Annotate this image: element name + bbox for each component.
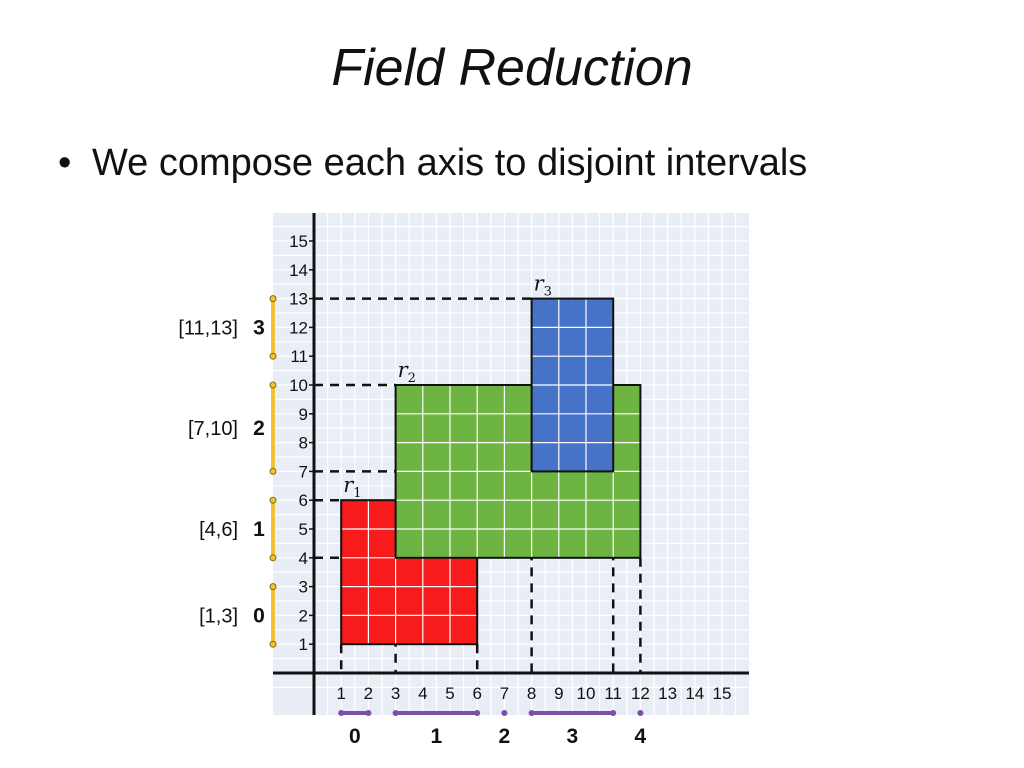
x-interval-index: 0: [349, 725, 361, 748]
x-tick-label: 4: [418, 684, 427, 703]
y-interval-endpoint: [269, 467, 277, 475]
y-tick-label: 7: [299, 462, 308, 481]
y-interval-index: 3: [253, 316, 265, 339]
axes: [273, 213, 749, 715]
x-interval-endpoint: [365, 710, 372, 716]
rect-label-subscript: 3: [544, 285, 552, 300]
x-tick-label: 10: [577, 684, 596, 703]
x-tick-label: 14: [685, 684, 704, 703]
y-interval-label: [4,6]: [199, 519, 238, 541]
x-tick-label: 6: [472, 684, 481, 703]
x-tick-label: 8: [527, 684, 536, 703]
rect-label-subscript: 1: [353, 486, 361, 501]
x-tick-label: 7: [500, 684, 509, 703]
tick-labels: 1122334455667788991010111112121313141415…: [289, 232, 731, 703]
y-interval-index: 0: [253, 604, 265, 627]
x-interval-endpoint: [610, 710, 617, 716]
x-tick-label: 15: [713, 684, 732, 703]
y-interval-endpoint: [269, 352, 277, 360]
y-intervals: 0 [1,3] 1 [4,6] 2 [7,10] 3 [11,13]: [178, 295, 277, 648]
x-interval-endpoint: [501, 710, 508, 716]
x-tick-label: 2: [364, 684, 373, 703]
x-interval-index: 4: [635, 725, 647, 748]
bullet-text: We compose each axis to disjoint interva…: [92, 142, 808, 184]
y-tick-label: 3: [299, 578, 308, 597]
y-tick-label: 13: [289, 290, 308, 309]
y-tick-label: 2: [299, 606, 308, 625]
rect-outline: [394, 384, 642, 559]
y-tick-label: 9: [299, 405, 308, 424]
rect-label-subscript: 2: [408, 371, 416, 386]
y-interval-index: 2: [253, 417, 265, 440]
y-tick-label: 14: [289, 261, 308, 280]
x-tick-label: 5: [445, 684, 454, 703]
y-interval-index: 1: [253, 518, 265, 541]
y-tick-label: 12: [289, 318, 308, 337]
x-interval-endpoint: [474, 710, 481, 716]
x-interval-index: 3: [567, 725, 579, 748]
slide-title: Field Reduction: [331, 39, 693, 97]
y-tick-label: 11: [290, 347, 308, 366]
rectangles: [340, 297, 642, 646]
y-tick-label: 4: [299, 549, 308, 568]
y-tick-label: 1: [299, 635, 308, 654]
x-tick-label: 9: [554, 684, 563, 703]
x-tick-label: 12: [631, 684, 650, 703]
y-interval-endpoint: [269, 640, 277, 648]
x-tick-label: 3: [391, 684, 400, 703]
y-interval-label: [7,10]: [188, 418, 238, 440]
y-interval-endpoint: [269, 295, 277, 303]
x-tick-label: 1: [336, 684, 345, 703]
x-interval-index: 2: [499, 725, 511, 748]
y-interval-endpoint: [269, 496, 277, 504]
y-tick-label: 8: [299, 434, 308, 453]
x-intervals: 0 1 2 3 4: [338, 710, 647, 748]
y-interval-endpoint: [269, 381, 277, 389]
x-interval-index: 1: [431, 725, 443, 748]
x-tick-label: 13: [658, 684, 677, 703]
y-tick-label: 5: [299, 520, 308, 539]
y-tick-label: 6: [299, 491, 308, 510]
x-interval-endpoint: [637, 710, 644, 716]
rect-outline: [530, 297, 615, 473]
x-interval-endpoint: [338, 710, 345, 716]
y-tick-label: 10: [289, 376, 308, 395]
bullet-dot: •: [58, 142, 72, 184]
x-tick-label: 11: [604, 684, 622, 703]
y-interval-endpoint: [269, 554, 277, 562]
y-interval-label: [11,13]: [178, 317, 238, 339]
x-interval-endpoint: [528, 710, 535, 716]
x-interval-endpoint: [392, 710, 399, 716]
y-tick-label: 15: [289, 232, 308, 251]
y-interval-endpoint: [269, 583, 277, 591]
y-interval-label: [1,3]: [199, 605, 238, 627]
bullet-point: • We compose each axis to disjoint interv…: [58, 142, 807, 185]
